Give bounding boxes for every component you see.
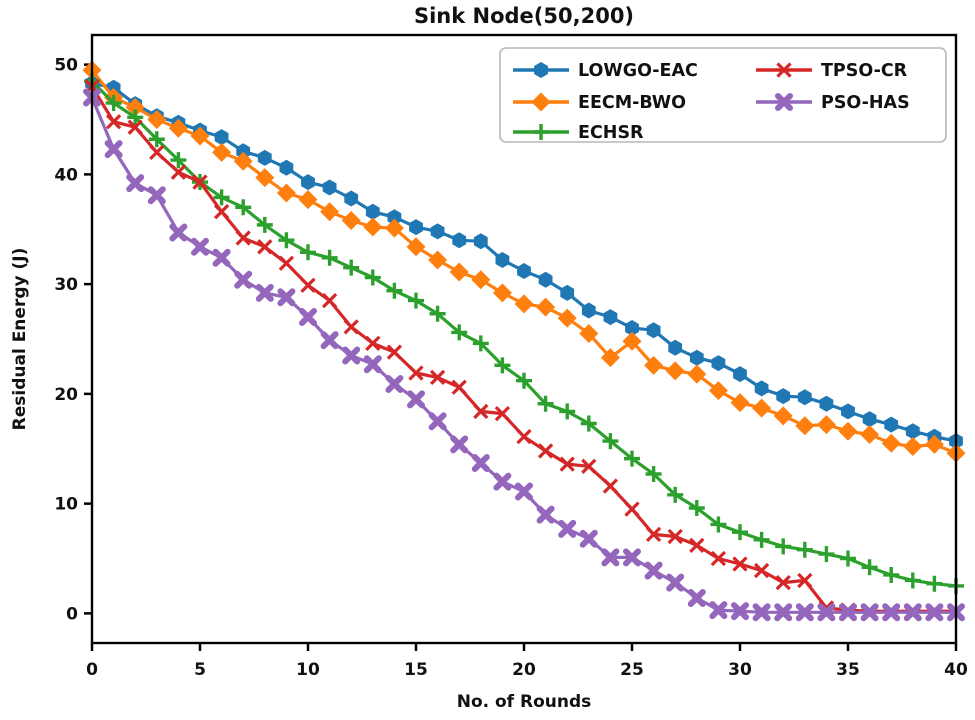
series-pso-has xyxy=(83,88,965,622)
x-axis-ticks: 0 5 10 15 20 25 30 35 40 xyxy=(86,643,968,680)
y-axis-label: Residual Energy (J) xyxy=(10,248,30,431)
svg-text:20: 20 xyxy=(54,385,78,405)
y-axis-ticks: 0 10 20 30 40 50 xyxy=(54,56,92,624)
svg-text:40: 40 xyxy=(944,660,968,680)
x-axis-label: No. of Rounds xyxy=(457,692,592,712)
legend-item-pso-has: PSO-HAS xyxy=(756,93,910,113)
legend-item-tpso-cr: TPSO-CR xyxy=(756,61,908,81)
svg-text:50: 50 xyxy=(54,56,78,76)
series-echsr xyxy=(84,73,964,594)
series-tpso-cr xyxy=(84,78,964,619)
svg-text:20: 20 xyxy=(512,660,536,680)
svg-text:15: 15 xyxy=(404,660,428,680)
chart-title: Sink Node(50,200) xyxy=(414,4,634,28)
svg-text:ECHSR: ECHSR xyxy=(578,123,644,143)
svg-text:10: 10 xyxy=(296,660,320,680)
svg-text:30: 30 xyxy=(54,275,78,295)
series-eecm-bwo xyxy=(82,60,966,463)
svg-text:10: 10 xyxy=(54,495,78,515)
svg-text:0: 0 xyxy=(86,660,98,680)
svg-text:40: 40 xyxy=(54,165,78,185)
svg-text:LOWGO-EAC: LOWGO-EAC xyxy=(578,61,698,81)
legend-item-eecm-bwo: EECM-BWO xyxy=(513,92,686,113)
svg-text:25: 25 xyxy=(620,660,644,680)
svg-text:30: 30 xyxy=(728,660,752,680)
svg-text:5: 5 xyxy=(194,660,206,680)
legend-item-lowgo-eac: LOWGO-EAC xyxy=(513,61,698,81)
svg-text:35: 35 xyxy=(836,660,860,680)
svg-text:0: 0 xyxy=(66,604,78,624)
legend-item-echsr: ECHSR xyxy=(513,123,644,143)
legend: LOWGO-EAC EECM-BWO ECHSR TPSO-CR PSO-HAS xyxy=(499,47,947,143)
svg-text:EECM-BWO: EECM-BWO xyxy=(578,93,686,113)
plot-frame xyxy=(90,33,958,645)
svg-text:TPSO-CR: TPSO-CR xyxy=(821,61,908,81)
svg-text:PSO-HAS: PSO-HAS xyxy=(821,93,910,113)
